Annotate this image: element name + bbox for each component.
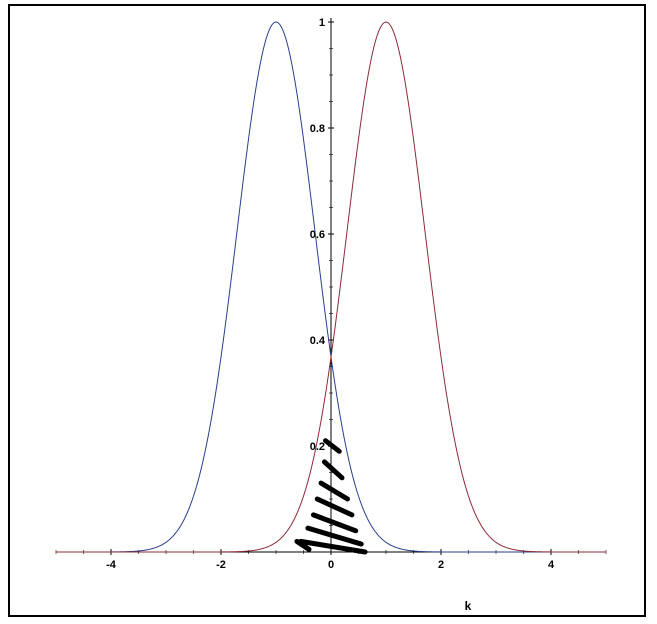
hatch-stroke [305, 525, 364, 547]
hatch-stroke [298, 538, 368, 555]
hatch-stroke [321, 459, 345, 481]
hatch-stroke [294, 538, 312, 552]
y-tick-label: 0.4 [310, 335, 326, 347]
x-tick-label: 4 [548, 559, 555, 571]
x-tick-label: -4 [106, 559, 117, 571]
hatch-stroke [310, 512, 359, 534]
hatch-stroke [318, 480, 350, 502]
x-tick-label: -2 [216, 559, 226, 571]
y-tick-label: 0.2 [310, 441, 325, 453]
chart-svg: -4 -2 0 2 4 0.2 0.4 0.6 0.8 1 k [55, 17, 607, 613]
y-tick-label: 0.8 [310, 123, 325, 135]
plot-frame: -4 -2 0 2 4 0.2 0.4 0.6 0.8 1 k [8, 4, 646, 617]
y-tick-label: 1 [319, 17, 325, 29]
x-axis-label: k [465, 599, 472, 613]
series-line [56, 21, 606, 553]
y-tick-label: 0.6 [310, 229, 325, 241]
hatch-stroke [314, 496, 355, 518]
x-tick-label: 2 [438, 559, 444, 571]
x-tick-label: 0 [328, 559, 334, 571]
hatch-stroke [323, 438, 342, 454]
